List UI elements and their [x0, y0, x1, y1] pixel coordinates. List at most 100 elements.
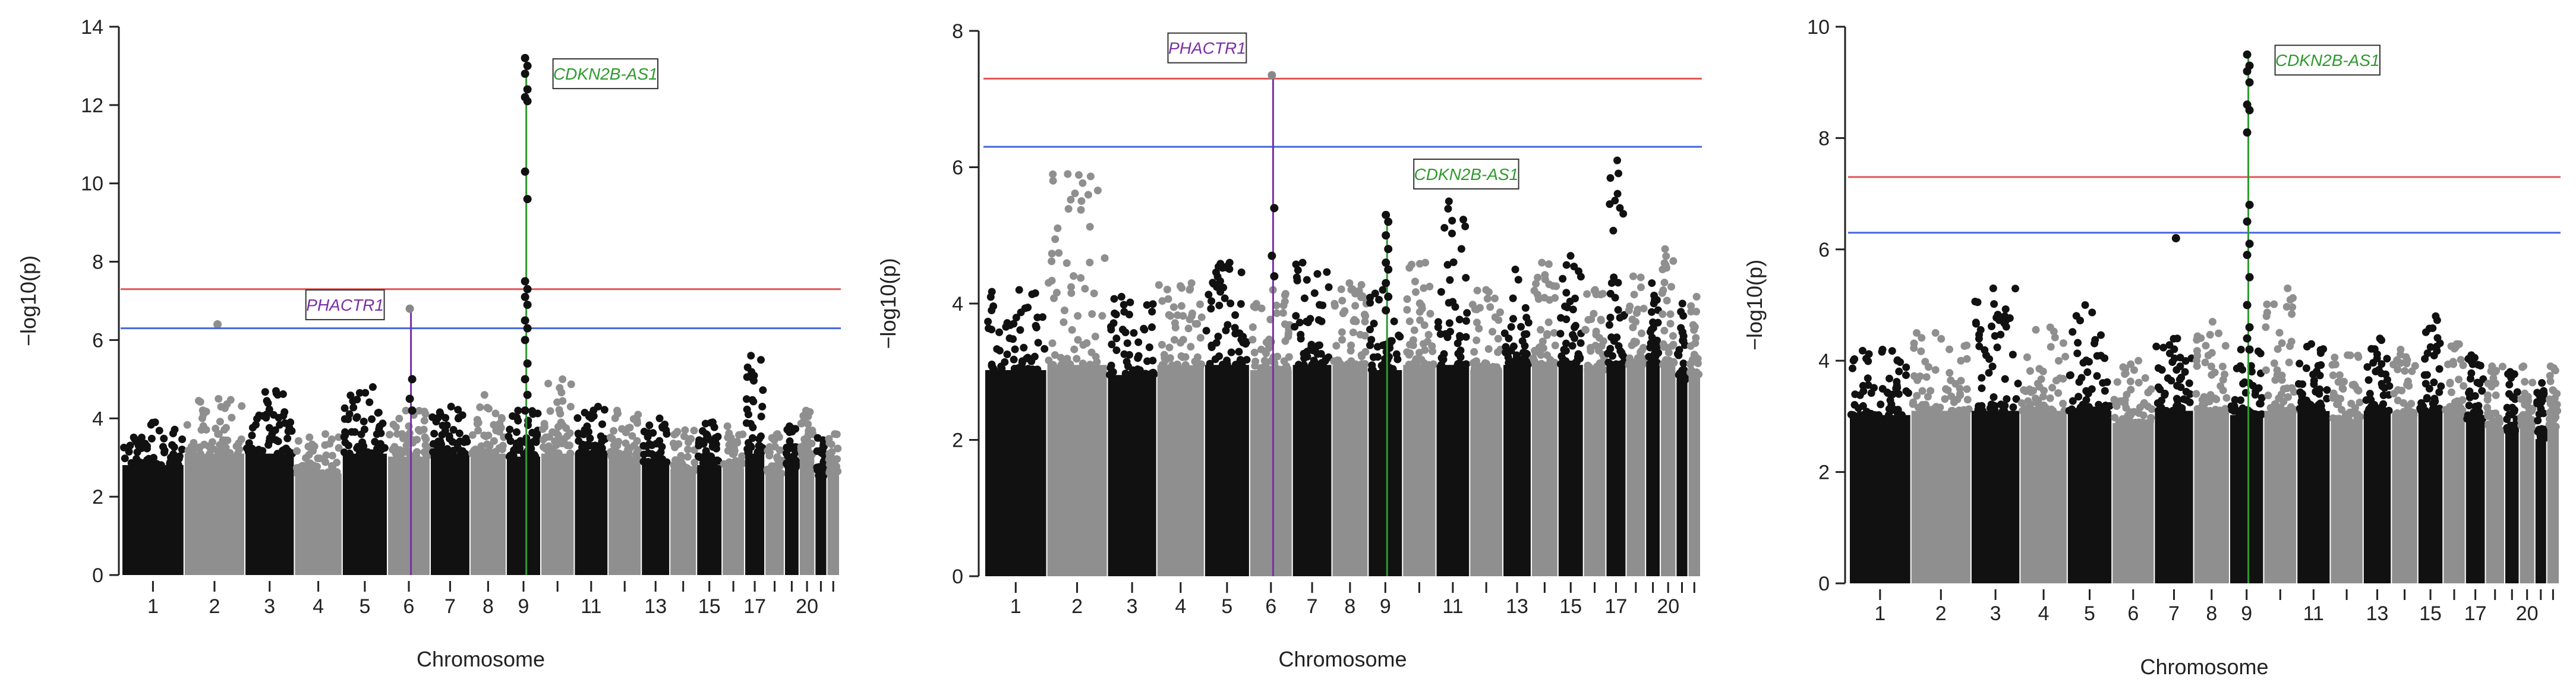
snp-point [514, 406, 522, 415]
snp-point [1647, 339, 1655, 348]
snp-point [1471, 359, 1480, 368]
snp-point [1345, 279, 1354, 288]
chromosome-13-points [642, 462, 670, 575]
snp-point [2180, 395, 2188, 403]
x-tick-label: 8 [1344, 595, 1355, 618]
snp-point [2222, 394, 2231, 402]
snp-point [1415, 349, 1423, 357]
snp-point [2492, 391, 2500, 399]
snp-point [1941, 395, 1949, 403]
snp-point [1081, 285, 1089, 293]
snp-point [1366, 341, 1374, 349]
snp-point [773, 430, 781, 438]
snp-point [1661, 261, 1670, 269]
snp-point [573, 414, 582, 422]
snp-point [1946, 345, 1954, 353]
snp-point [1357, 351, 1366, 359]
snp-point [1615, 342, 1623, 350]
snp-point [1298, 258, 1307, 267]
snp-point [690, 427, 698, 435]
snp-point [2521, 378, 2529, 386]
snp-point [1975, 342, 1984, 350]
chromosome-1-points [1850, 415, 1910, 583]
snp-point [120, 443, 128, 451]
snp-point [2278, 339, 2286, 348]
snp-point [2392, 410, 2400, 418]
snp-point [2331, 353, 2339, 362]
snp-point [125, 447, 133, 456]
snp-point [2458, 396, 2467, 405]
snp-point [353, 396, 361, 404]
snp-point [747, 443, 755, 451]
snp-point [708, 443, 717, 451]
snp-point [304, 443, 313, 451]
snp-point [1637, 273, 1645, 282]
snp-point [2524, 393, 2532, 401]
highlight-snp-point [523, 390, 532, 399]
snp-point [1187, 279, 1196, 288]
x-tick-label: 17 [743, 595, 766, 618]
snp-point [1215, 301, 1224, 309]
snp-point [1136, 366, 1144, 374]
highlight-snp-point [521, 70, 529, 78]
snp-point [498, 415, 506, 423]
snp-point [1514, 276, 1522, 284]
snp-point [121, 454, 129, 463]
snp-point [2215, 329, 2223, 337]
snp-point [2165, 349, 2174, 358]
snp-point [232, 442, 241, 450]
snp-point [2378, 380, 2386, 388]
snp-point [1963, 385, 1971, 393]
snp-point [2039, 393, 2047, 401]
snp-point [834, 444, 842, 453]
snp-point [2090, 406, 2098, 415]
snp-points [984, 156, 1703, 576]
y-tick-label: 2 [1818, 462, 1830, 484]
snp-point [1538, 361, 1547, 369]
snp-point [833, 455, 841, 463]
snp-point [538, 425, 547, 433]
highlight-snp-point [2243, 67, 2252, 75]
snp-point [1222, 326, 1230, 334]
snp-point [1281, 291, 1289, 299]
snp-point [395, 415, 403, 423]
x-tick-label: 11 [581, 595, 601, 618]
snp-point [1437, 361, 1446, 369]
snp-point [345, 410, 354, 418]
snp-point [2113, 378, 2121, 386]
snp-point [2379, 400, 2388, 408]
snp-point [1922, 373, 1931, 381]
snp-point [2227, 402, 2236, 410]
snp-point [698, 427, 707, 435]
snp-point [1323, 268, 1331, 276]
snp-point [757, 356, 765, 364]
snp-point [2003, 395, 2011, 403]
snp-point [1279, 309, 1287, 317]
snp-point [361, 389, 370, 397]
snp-point [1985, 369, 1993, 377]
snp-point [1648, 333, 1656, 342]
chromosome-3-points [1971, 410, 2020, 583]
snp-point [722, 460, 730, 469]
snp-point [1426, 309, 1434, 318]
snp-point [2479, 375, 2487, 383]
snp-point [2279, 397, 2288, 406]
snp-point [1618, 351, 1626, 359]
snp-point [2340, 378, 2348, 386]
x-tick-label: 15 [698, 595, 721, 618]
snp-point [1669, 332, 1678, 340]
snp-point [2505, 410, 2513, 419]
highlight-snp-point [1270, 204, 1279, 213]
snp-point [2314, 362, 2322, 370]
snp-point [532, 438, 540, 446]
snp-point [138, 461, 147, 469]
snp-point [2369, 407, 2378, 415]
snp-point [250, 449, 258, 457]
snp-point [2240, 378, 2249, 386]
snp-point [1571, 321, 1579, 330]
snp-point [2489, 409, 2497, 418]
snp-point [2310, 376, 2318, 384]
y-tick-label: 4 [1818, 350, 1830, 372]
snp-point [2419, 402, 2427, 410]
